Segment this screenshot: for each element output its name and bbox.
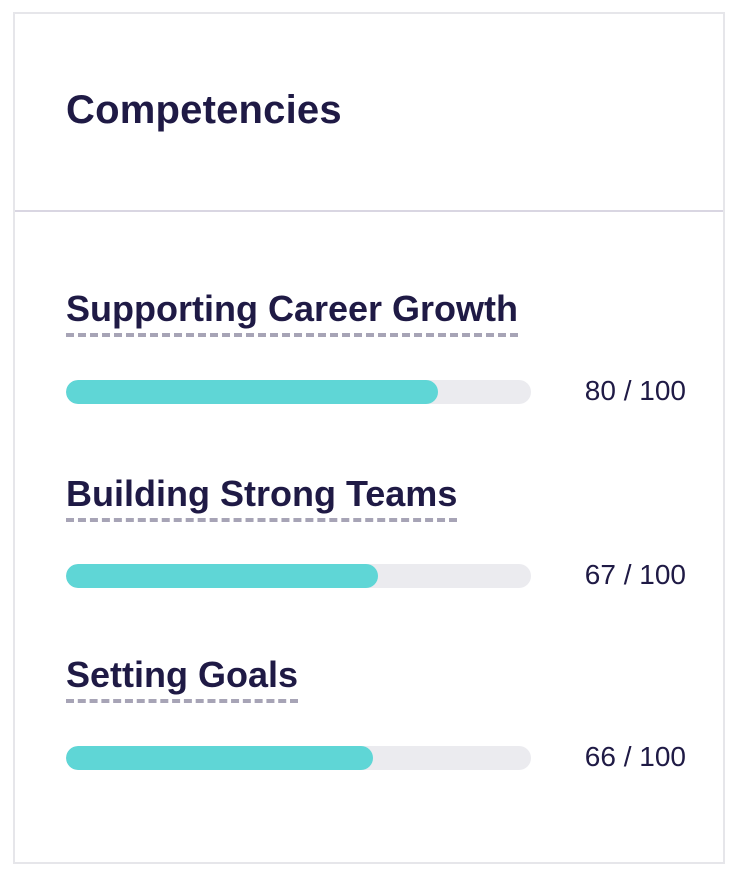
progress-fill <box>66 746 373 770</box>
score-label: 80 / 100 <box>584 375 686 406</box>
card-title: Competencies <box>66 88 342 132</box>
progress-track <box>66 564 531 588</box>
score-label: 66 / 100 <box>584 741 686 772</box>
competency-name-building-strong-teams[interactable]: Building Strong Teams <box>66 474 458 522</box>
competency-progress-row: 67 / 100 <box>66 559 686 590</box>
progress-fill <box>66 380 438 404</box>
competency-name-supporting-career-growth[interactable]: Supporting Career Growth <box>66 289 519 337</box>
competency-name-setting-goals[interactable]: Setting Goals <box>66 655 299 703</box>
progress-track <box>66 746 531 770</box>
card-header: Competencies <box>15 14 723 212</box>
competency-item: Setting Goals 66 / 100 <box>66 655 686 772</box>
progress-track <box>66 380 531 404</box>
competency-item: Building Strong Teams 67 / 100 <box>66 474 686 590</box>
competency-progress-row: 66 / 100 <box>66 741 686 772</box>
competencies-card: Competencies Supporting Career Growth 80… <box>13 12 725 864</box>
competency-item: Supporting Career Growth 80 / 100 <box>66 289 686 406</box>
score-label: 67 / 100 <box>584 559 686 590</box>
competency-progress-row: 80 / 100 <box>66 375 686 406</box>
progress-fill <box>66 564 378 588</box>
